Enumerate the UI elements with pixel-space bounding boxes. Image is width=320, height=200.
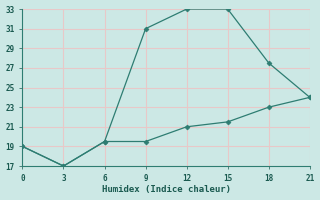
X-axis label: Humidex (Indice chaleur): Humidex (Indice chaleur): [102, 185, 231, 194]
